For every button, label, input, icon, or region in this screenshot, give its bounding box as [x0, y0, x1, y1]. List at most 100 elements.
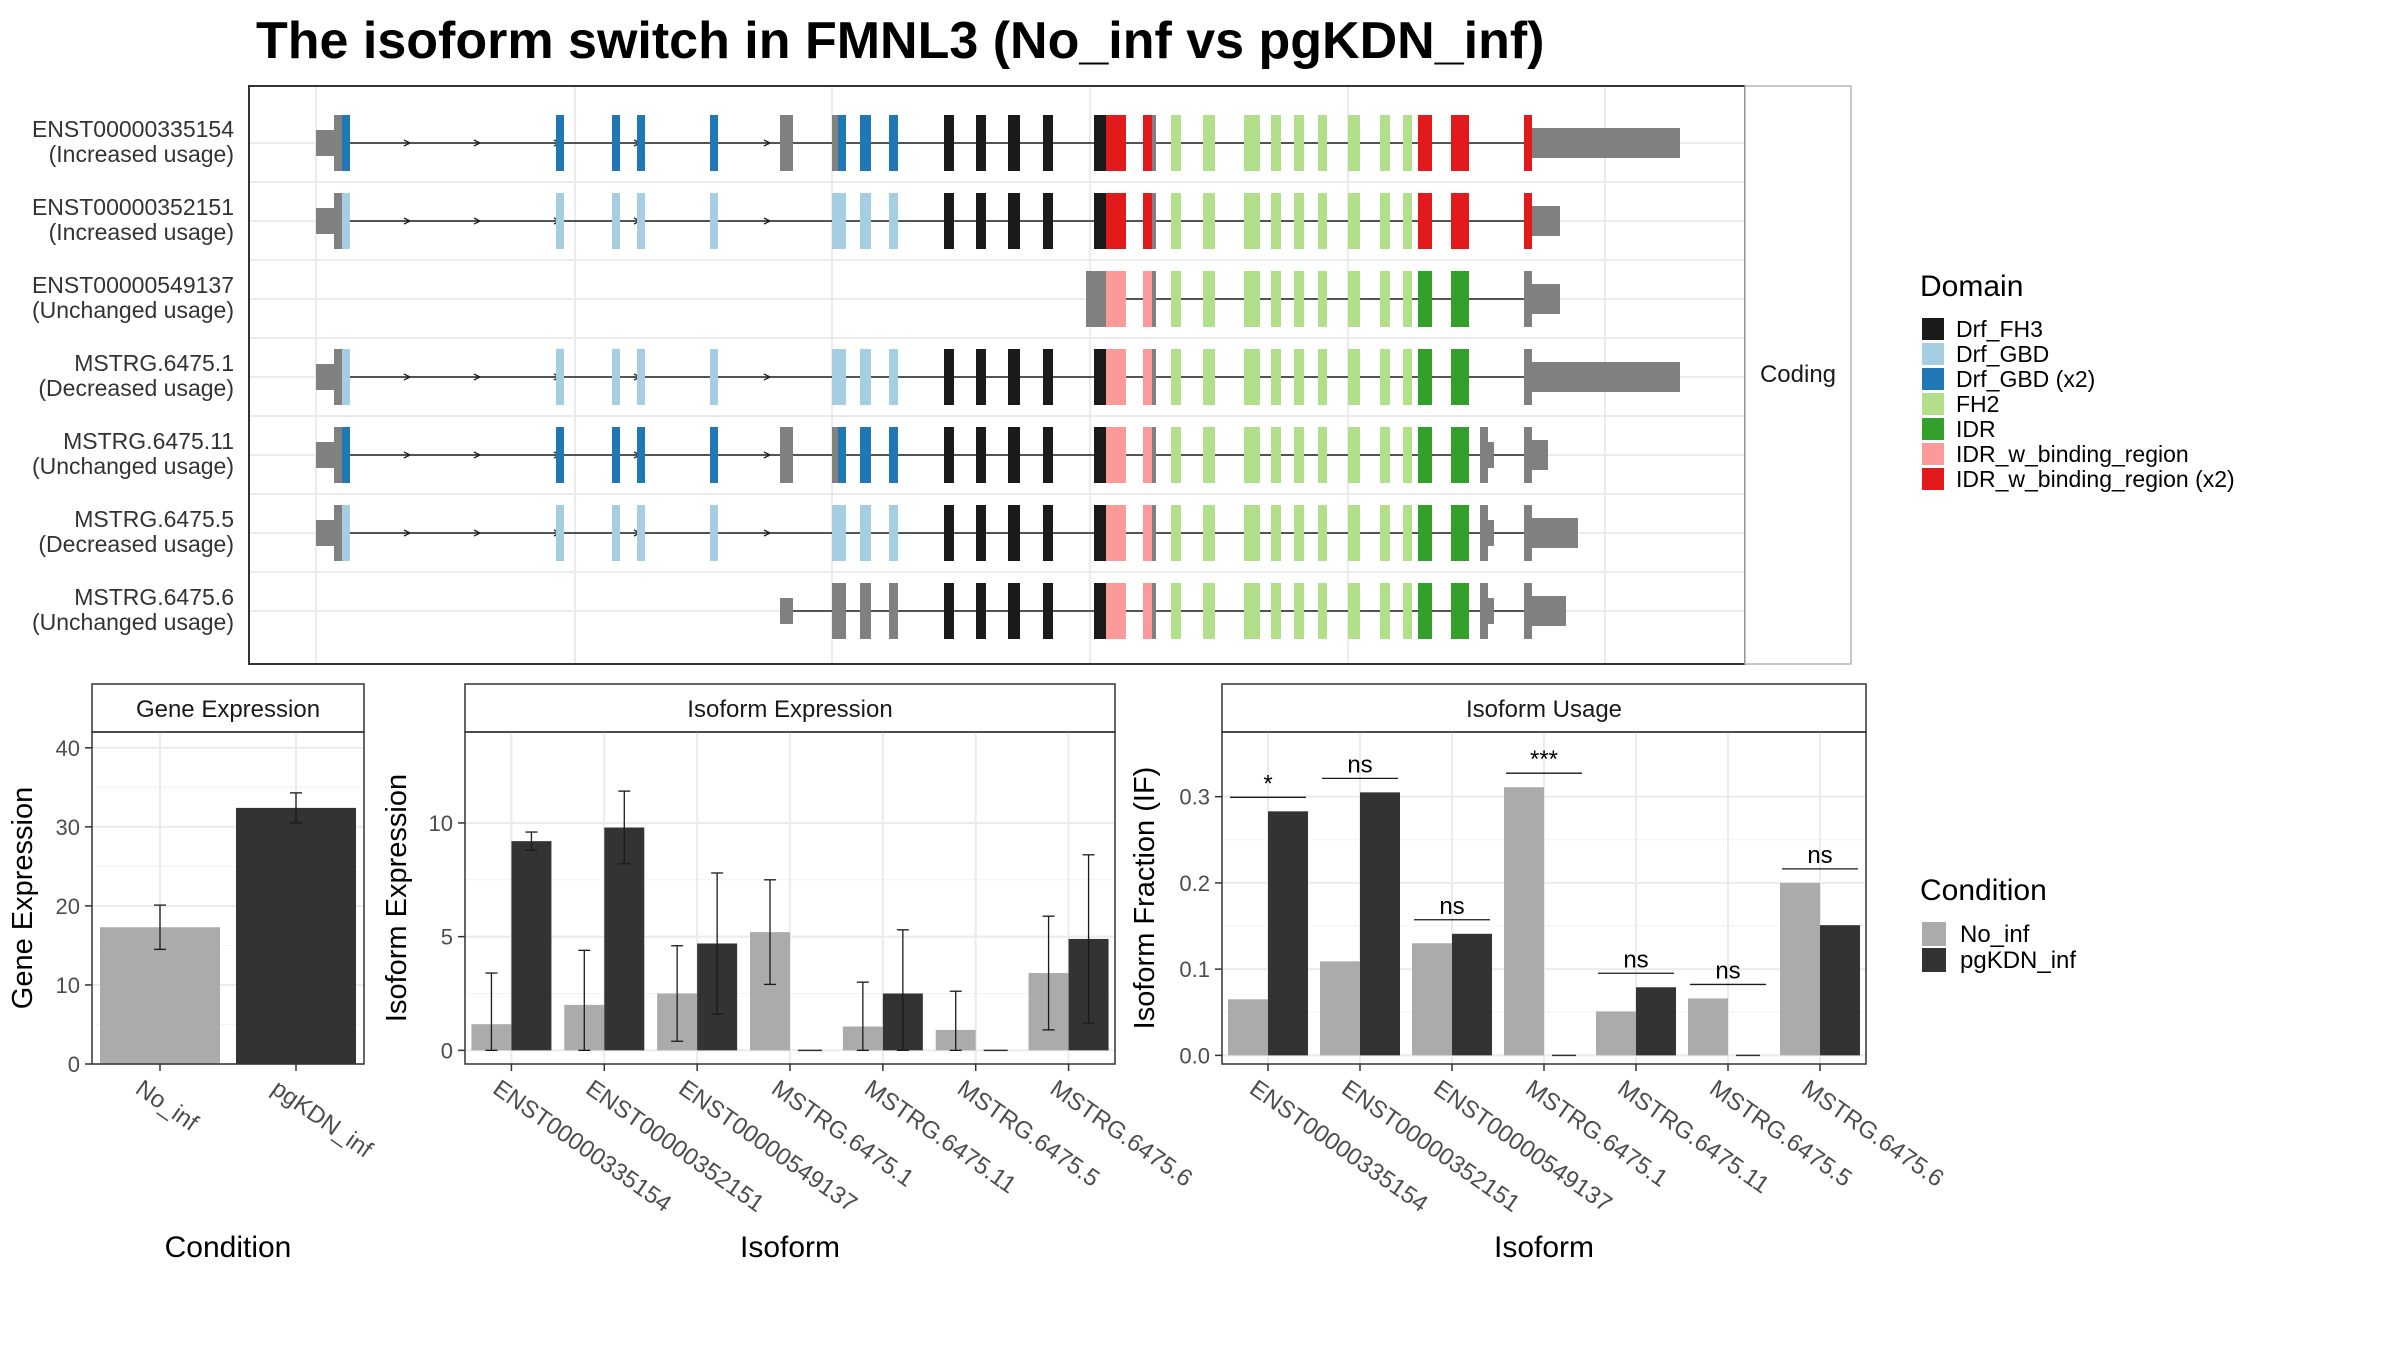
fh2-exon	[1171, 271, 1181, 327]
idr-binding-exon	[1106, 427, 1126, 483]
fh2-exon	[1318, 427, 1327, 483]
fh3-exon	[1008, 349, 1020, 405]
fh3-exon	[976, 583, 986, 639]
fh2-exon	[1318, 349, 1327, 405]
isoform-label: ENST00000335154	[32, 116, 234, 142]
fh2-exon	[1271, 271, 1281, 327]
fh2-exon	[1318, 115, 1327, 171]
fh3-exon	[976, 349, 986, 405]
utr-exon	[832, 583, 846, 639]
fh3-exon	[944, 583, 954, 639]
fh3-exon	[976, 505, 986, 561]
figure: The isoform switch in FMNL3 (No_inf vs p…	[0, 0, 2400, 1350]
gbd-exon	[637, 427, 645, 483]
idr-binding-exon	[1106, 193, 1126, 249]
utr-exon	[1152, 349, 1156, 405]
bar	[1412, 943, 1452, 1055]
fh2-exon	[1318, 505, 1327, 561]
fh2-exon	[1294, 583, 1304, 639]
bar	[1688, 998, 1728, 1055]
gbd-exon	[889, 115, 898, 171]
gbd-exon	[612, 427, 620, 483]
fh3-exon	[1043, 505, 1053, 561]
idr-binding-exon	[1143, 505, 1152, 561]
legend-swatch	[1922, 468, 1944, 490]
end-exon	[1524, 505, 1532, 561]
bar	[1320, 961, 1360, 1055]
idr-binding-exon	[1143, 193, 1152, 249]
bar	[1360, 792, 1400, 1055]
utr-tail	[1532, 284, 1560, 314]
utr-exon	[1480, 505, 1488, 561]
fh2-exon	[1171, 193, 1181, 249]
fh2-exon	[1203, 349, 1215, 405]
fh2-exon	[1171, 115, 1181, 171]
fh2-exon	[1318, 583, 1327, 639]
gbd-exon	[832, 505, 846, 561]
fh2-exon	[1244, 349, 1260, 405]
gbd-exon	[860, 115, 871, 171]
gbd-exon	[860, 193, 871, 249]
x-axis-label: Isoform	[1494, 1231, 1594, 1264]
bar	[1780, 883, 1820, 1055]
idr-binding-exon	[1106, 271, 1126, 327]
significance-label: *	[1263, 770, 1272, 797]
domain-legend-title: Domain	[1920, 270, 2023, 303]
fh2-exon	[1244, 427, 1260, 483]
idr-binding-exon	[1143, 583, 1152, 639]
y-axis-label: Gene Expression	[7, 787, 39, 1009]
page-title: The isoform switch in FMNL3 (No_inf vs p…	[256, 12, 1544, 70]
utr-exon	[1488, 520, 1494, 546]
utr-exon	[1488, 442, 1494, 468]
idr-binding-exon	[1106, 115, 1126, 171]
fh2-exon	[1244, 115, 1260, 171]
fh2-exon	[1403, 115, 1412, 171]
utr-exon	[832, 115, 838, 171]
fh2-exon	[1403, 271, 1412, 327]
idr-exon	[1451, 271, 1469, 327]
gbd-exon	[556, 427, 564, 483]
fh2-exon	[1203, 505, 1215, 561]
gbd-exon	[342, 427, 350, 483]
gbd-exon	[556, 349, 564, 405]
fh3-exon	[976, 193, 986, 249]
idr-exon	[1418, 271, 1432, 327]
fh3-exon	[976, 427, 986, 483]
utr-exon	[316, 130, 334, 156]
fh2-exon	[1380, 271, 1390, 327]
fh2-exon	[1171, 583, 1181, 639]
gbd-exon	[710, 115, 718, 171]
isoform-label: MSTRG.6475.6	[74, 584, 234, 610]
utr-exon	[316, 520, 334, 546]
fh2-exon	[1271, 427, 1281, 483]
y-tick-label: 5	[441, 925, 453, 950]
legend-label: FH2	[1956, 391, 1999, 417]
gbd-exon	[832, 193, 846, 249]
gbd-exon	[556, 193, 564, 249]
domain-legend: Domain Drf_FH3Drf_GBDDrf_GBD (x2)FH2IDRI…	[1920, 270, 2235, 492]
gbd-exon	[860, 427, 871, 483]
isoform-usage-label: (Unchanged usage)	[32, 297, 234, 323]
isoform-expression-panel: Isoform Expression0510ENST00000335154ENS…	[381, 684, 1197, 1264]
utr-exon	[780, 427, 793, 483]
utr-tail	[1532, 518, 1578, 548]
gbd-exon	[612, 349, 620, 405]
fh2-exon	[1348, 427, 1360, 483]
fh2-exon	[1203, 193, 1215, 249]
fh2-exon	[1171, 505, 1181, 561]
fh3-exon	[1008, 583, 1020, 639]
condition-label: pgKDN_inf	[1960, 947, 2076, 974]
gbd-exon	[612, 115, 620, 171]
fh3-exon	[1043, 427, 1053, 483]
y-axis-label: Isoform Fraction (IF)	[1129, 767, 1161, 1030]
gbd-exon	[342, 349, 350, 405]
fh2-exon	[1348, 349, 1360, 405]
fh2-exon	[1171, 349, 1181, 405]
idr-binding-exon	[1106, 583, 1126, 639]
y-tick-label: 0.1	[1179, 957, 1210, 982]
x-axis-label: Condition	[165, 1231, 292, 1264]
fh2-exon	[1203, 271, 1215, 327]
x-axis-label: Isoform	[740, 1231, 840, 1264]
gbd-exon	[637, 193, 645, 249]
legend-swatch	[1922, 343, 1944, 365]
